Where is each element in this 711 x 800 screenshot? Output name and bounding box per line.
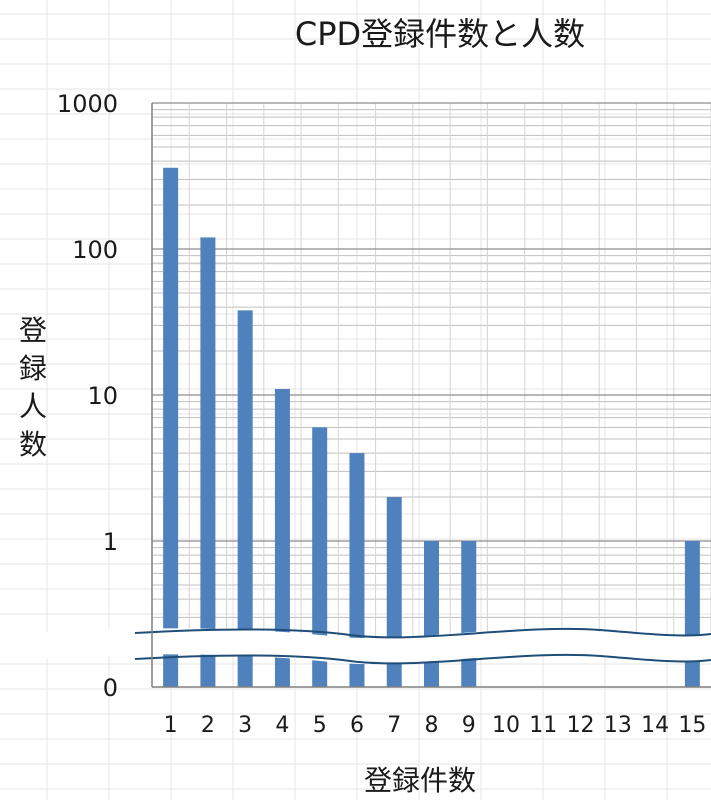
bar-15 [684, 541, 700, 687]
x-tick-label: 3 [238, 713, 252, 738]
bar-3 [237, 310, 253, 687]
y-tick-label: 100 [72, 236, 118, 264]
x-tick-label: 15 [678, 713, 706, 738]
axis-break [0, 627, 711, 665]
bar-8 [424, 541, 439, 687]
bar-2 [200, 237, 216, 687]
x-axis-label: 登録件数 [364, 764, 476, 797]
bar-4 [274, 388, 290, 687]
y-axis-label-char: 人 [19, 390, 47, 423]
axis-break-line-top [134, 627, 711, 639]
bar-1 [163, 167, 179, 687]
x-tick-label: 1 [164, 713, 178, 738]
axes [151, 103, 711, 688]
y-tick-label: 10 [87, 382, 118, 410]
bar-9 [461, 541, 477, 687]
chart-title: CPD登録件数と人数 [295, 15, 585, 53]
x-tick-label: 5 [313, 713, 327, 738]
major-gridlines [152, 102, 711, 542]
bar-5 [312, 427, 328, 687]
axis-break-line-bottom [134, 653, 711, 665]
x-tick-label: 11 [529, 713, 557, 738]
x-tick-label: 6 [350, 713, 364, 738]
y-tick-label: 1000 [57, 90, 118, 118]
x-tick-label: 4 [275, 713, 289, 738]
y-axis-label-char: 登 [19, 314, 47, 347]
x-tick-label: 10 [492, 713, 520, 738]
x-tick-label: 2 [201, 713, 215, 738]
x-tick-label: 8 [425, 713, 439, 738]
x-tick-label: 12 [567, 713, 595, 738]
x-tick-label: 13 [604, 713, 632, 738]
x-tick-label: 7 [387, 713, 401, 738]
x-tick-label: 9 [462, 713, 476, 738]
bar-6 [349, 453, 365, 687]
y-axis-label-char: 数 [19, 428, 47, 461]
x-tick-label: 14 [641, 713, 669, 738]
y-axis-label-char: 録 [19, 352, 47, 385]
y-tick-label: 0 [103, 674, 118, 702]
y-tick-label: 1 [103, 528, 118, 556]
